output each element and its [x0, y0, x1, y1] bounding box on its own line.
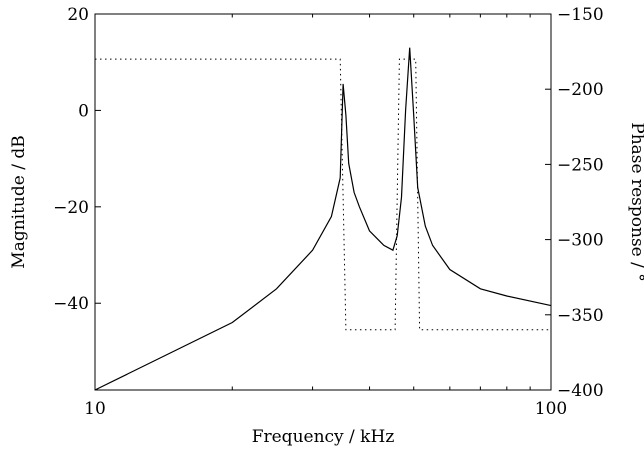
x-tick-label: 100: [535, 399, 567, 419]
left-y-axis-title: Magnitude / dB: [9, 135, 29, 268]
left-y-tick-label: 20: [67, 5, 89, 25]
left-y-tick-label: −20: [53, 198, 89, 218]
axis-ticks: [94, 13, 552, 391]
right-y-tick-label: −400: [557, 381, 604, 401]
left-y-tick-label: −40: [53, 294, 89, 314]
axis-tick-labels: 10 100 20 0 −20 −40 −150 −200 −250 −300 −350 −400: [53, 5, 604, 419]
phase-series-line: [95, 58, 551, 331]
right-y-tick-label: −200: [557, 80, 604, 100]
x-tick-label: 10: [84, 399, 106, 419]
x-axis-title: Frequency / kHz: [252, 427, 395, 447]
magnitude-series-line: [94, 47, 552, 391]
plot-area: [94, 13, 552, 391]
plot-frame: [94, 13, 552, 391]
right-y-axis-title: Phase response / °: [627, 122, 644, 282]
right-y-tick-label: −350: [557, 306, 604, 326]
left-y-tick-label: 0: [78, 101, 89, 121]
right-y-tick-label: −150: [557, 5, 604, 25]
right-y-tick-label: −250: [557, 155, 604, 175]
right-y-tick-label: −300: [557, 231, 604, 251]
